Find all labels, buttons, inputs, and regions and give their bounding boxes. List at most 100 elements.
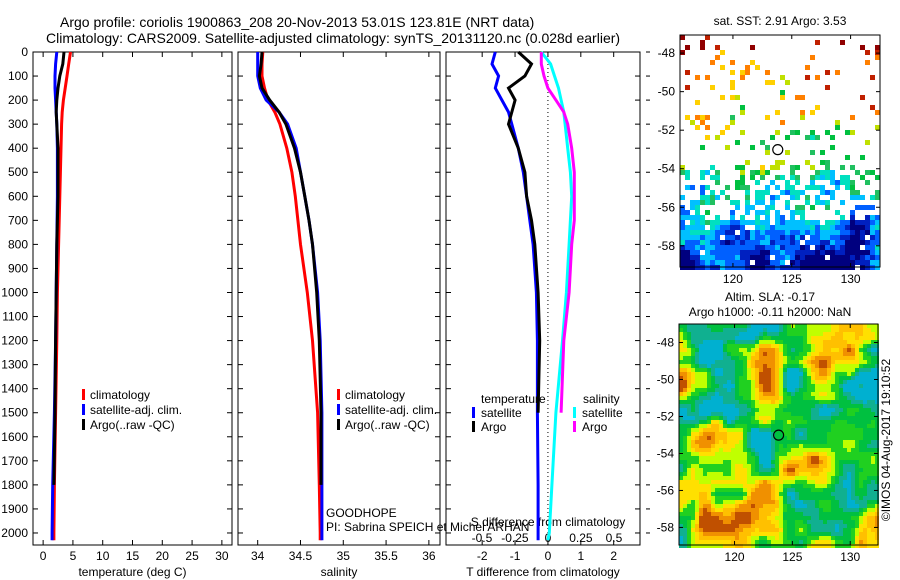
map-pixel (855, 452, 859, 456)
map-pixel (875, 324, 879, 328)
map-pixel (863, 368, 867, 372)
legend-label: satellite-adj. clim. (345, 403, 437, 417)
map-pixel (775, 484, 779, 488)
map-pixel (865, 50, 870, 55)
map-pixel (715, 340, 719, 344)
x-tick-label: 1 (577, 549, 584, 563)
map-pixel (807, 480, 811, 484)
map-pixel (739, 420, 743, 424)
map-pixel (827, 388, 831, 392)
map-pixel (700, 225, 705, 230)
map-pixel (703, 396, 707, 400)
map-pixel (820, 150, 825, 155)
map-pixel (743, 544, 747, 548)
map-pixel (787, 380, 791, 384)
map-pixel (723, 448, 727, 452)
x-tick-label: 120 (725, 550, 745, 564)
map-pixel (780, 245, 785, 250)
map-pixel (843, 520, 847, 524)
map-pixel (805, 220, 810, 225)
map-pixel (731, 488, 735, 492)
map-pixel (685, 250, 690, 255)
map-pixel (875, 520, 879, 524)
map-pixel (799, 480, 803, 484)
map-pixel (695, 245, 700, 250)
map-pixel (699, 408, 703, 412)
map-pixel (805, 185, 810, 190)
map-pixel (791, 336, 795, 340)
map-pixel (727, 416, 731, 420)
map-pixel (731, 388, 735, 392)
map-pixel (875, 235, 880, 240)
map-pixel (767, 484, 771, 488)
map-pixel (867, 432, 871, 436)
map-pixel (791, 464, 795, 468)
map-pixel (755, 456, 759, 460)
map-pixel (690, 205, 695, 210)
map-pixel (839, 324, 843, 328)
map-pixel (771, 364, 775, 368)
map-pixel (843, 544, 847, 548)
map-pixel (851, 344, 855, 348)
map-pixel (819, 492, 823, 496)
map-pixel (839, 440, 843, 444)
map-pixel (819, 372, 823, 376)
map-pixel (695, 444, 699, 448)
map-pixel (699, 372, 703, 376)
legend-swatch (82, 419, 85, 430)
map-pixel (711, 452, 715, 456)
sst-map-title: sat. SST: 2.91 Argo: 3.53 (714, 14, 847, 28)
map-pixel (791, 376, 795, 380)
map-pixel (827, 416, 831, 420)
map-pixel (859, 540, 863, 544)
map-pixel (807, 416, 811, 420)
map-pixel (787, 456, 791, 460)
map-pixel (727, 400, 731, 404)
map-pixel (859, 388, 863, 392)
map-pixel (707, 424, 711, 428)
map-pixel (835, 492, 839, 496)
map-pixel (839, 412, 843, 416)
map-pixel (823, 452, 827, 456)
map-pixel (810, 220, 815, 225)
map-pixel (811, 368, 815, 372)
map-pixel (700, 235, 705, 240)
map-pixel (691, 516, 695, 520)
map-pixel (850, 115, 855, 120)
map-pixel (679, 540, 683, 544)
map-pixel (795, 448, 799, 452)
map-pixel (819, 416, 823, 420)
map-pixel (703, 388, 707, 392)
map-pixel (795, 520, 799, 524)
map-pixel (730, 255, 735, 260)
map-pixel (715, 524, 719, 528)
y-tick-label: -50 (657, 372, 675, 386)
map-pixel (719, 536, 723, 540)
map-pixel (859, 464, 863, 468)
y-tick-label: -54 (657, 446, 675, 460)
map-pixel (840, 240, 845, 245)
map-pixel (699, 432, 703, 436)
map-pixel (691, 500, 695, 504)
map-pixel (825, 260, 830, 265)
map-pixel (735, 412, 739, 416)
map-pixel (799, 452, 803, 456)
map-pixel (739, 464, 743, 468)
map-pixel (700, 220, 705, 225)
map-pixel (763, 344, 767, 348)
map-pixel (767, 408, 771, 412)
map-pixel (815, 324, 819, 328)
map-pixel (780, 225, 785, 230)
map-pixel (795, 496, 799, 500)
map-pixel (735, 532, 739, 536)
map-pixel (831, 476, 835, 480)
map-pixel (850, 250, 855, 255)
map-pixel (791, 468, 795, 472)
map-pixel (727, 484, 731, 488)
map-pixel (840, 250, 845, 255)
map-pixel (751, 352, 755, 356)
map-pixel (687, 404, 691, 408)
map-pixel (779, 428, 783, 432)
map-pixel (743, 512, 747, 516)
map-pixel (815, 484, 819, 488)
